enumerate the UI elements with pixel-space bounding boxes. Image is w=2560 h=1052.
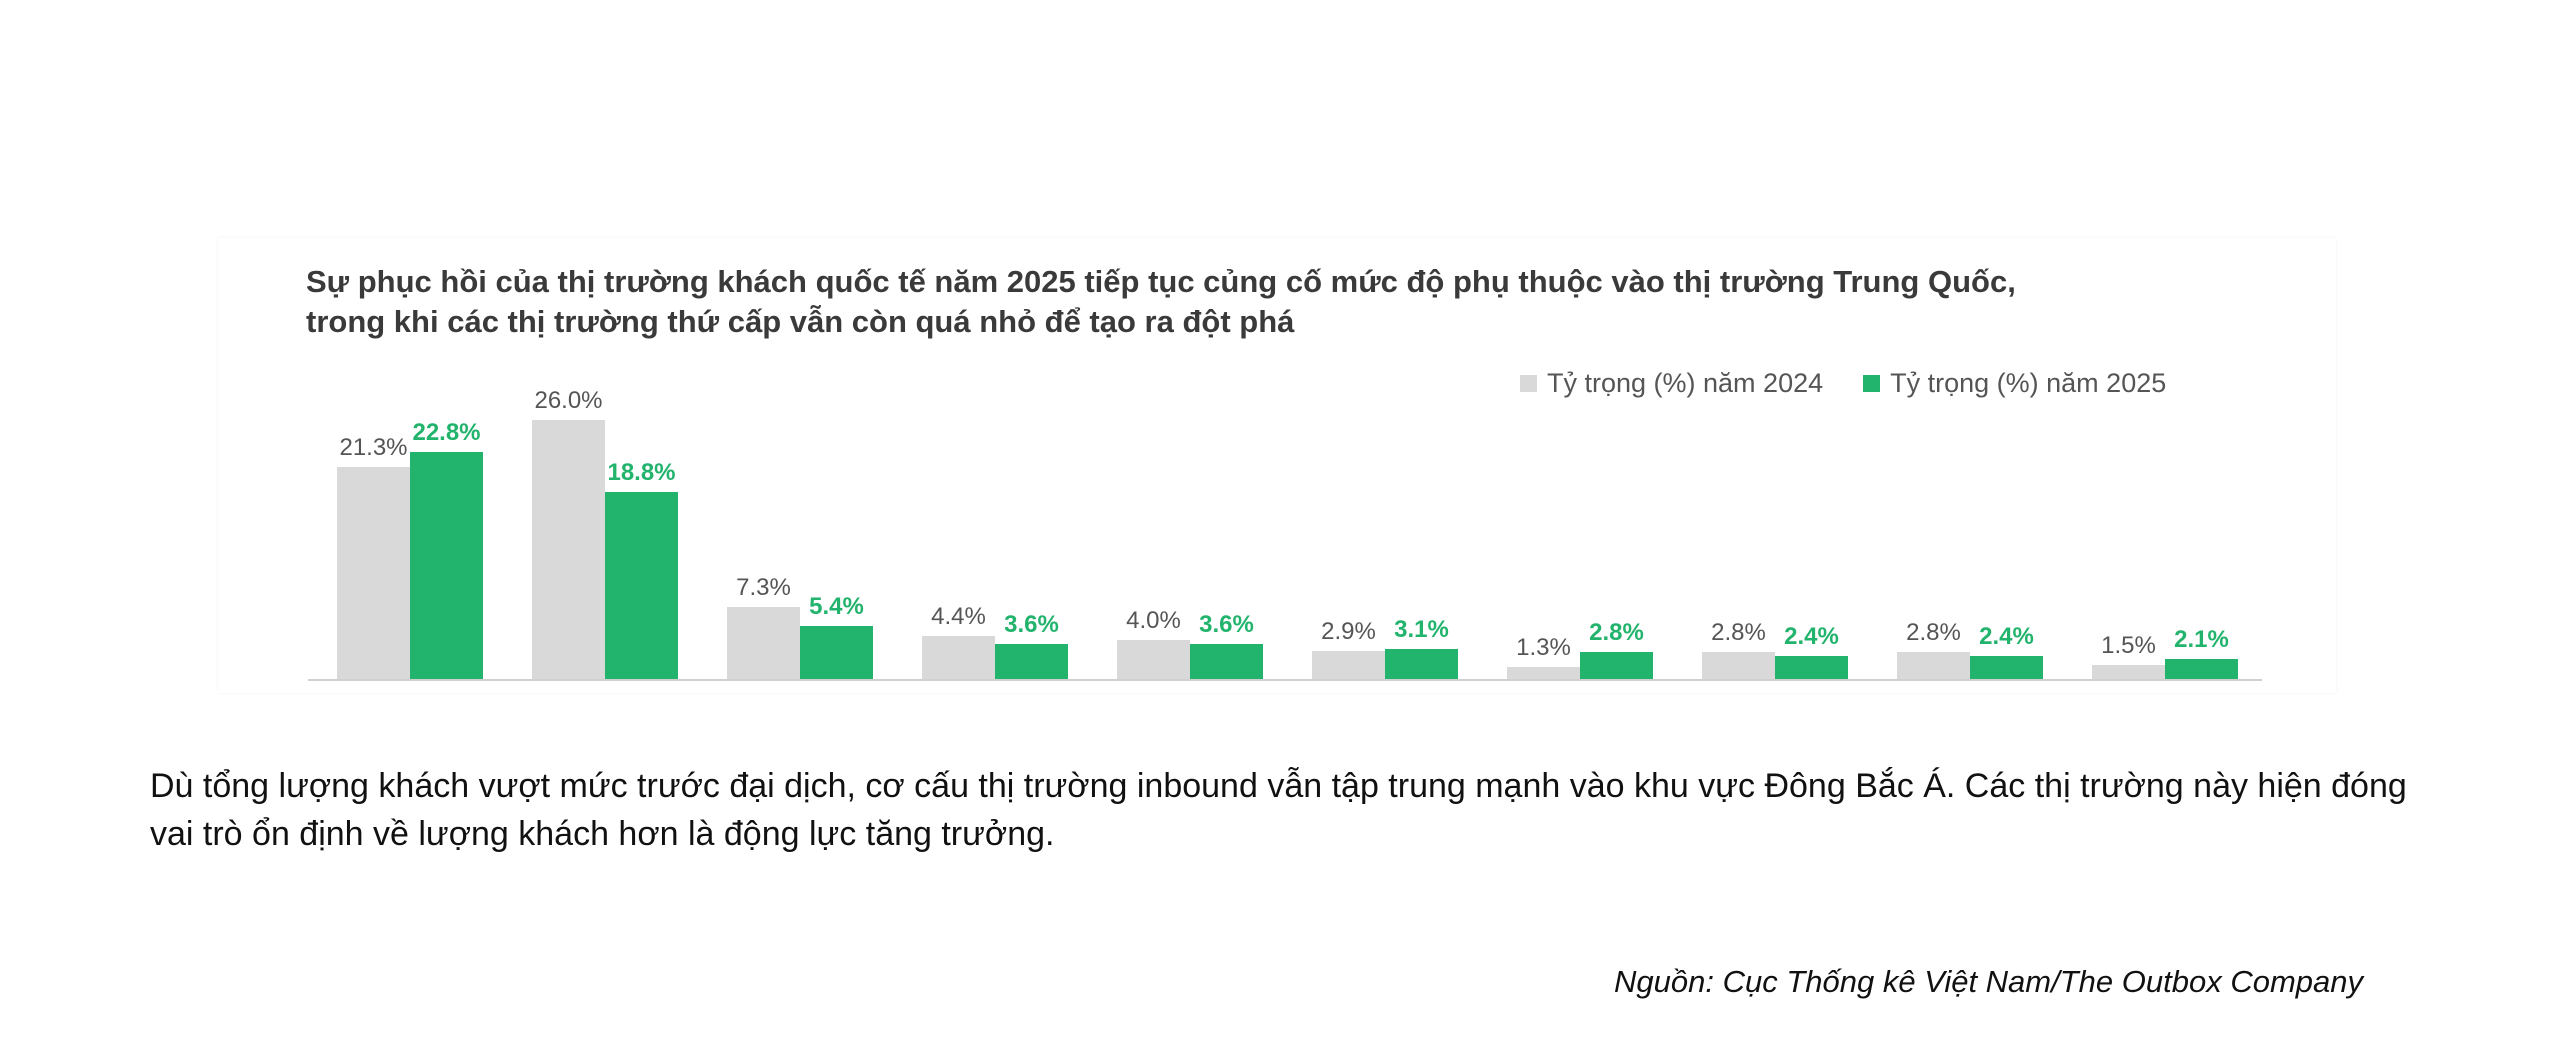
- data-label-series1-item6: 2.8%: [1589, 619, 1644, 646]
- bar-series0-item5: [1312, 651, 1385, 680]
- data-label-series1-item1: 18.8%: [607, 459, 675, 486]
- legend-swatch-2025: [1863, 374, 1881, 392]
- bar-series1-item3: [995, 644, 1068, 680]
- bar-series1-item5: [1385, 649, 1458, 680]
- data-label-series0-item7: 2.8%: [1711, 619, 1766, 646]
- bar-series1-item0: [410, 452, 483, 680]
- bar-series1-item8: [1970, 656, 2043, 680]
- bar-series1-item1: [605, 492, 678, 680]
- bar-series0-item1: [532, 420, 605, 680]
- data-label-series1-item3: 3.6%: [1004, 611, 1059, 638]
- data-label-series0-item9: 1.5%: [2101, 632, 2156, 659]
- chart-legend: Tỷ trọng (%) năm 2024 Tỷ trọng (%) năm 2…: [1520, 365, 2166, 401]
- bar-series0-item3: [922, 636, 995, 680]
- bar-series0-item6: [1507, 667, 1580, 680]
- bar-series1-item2: [800, 626, 873, 680]
- bar-series0-item7: [1702, 652, 1775, 680]
- data-label-series0-item1: 26.0%: [534, 387, 602, 414]
- bar-series0-item2: [727, 607, 800, 680]
- body-paragraph: Dù tổng lượng khách vượt mức trước đại d…: [150, 767, 2407, 853]
- bar-series0-item9: [2092, 665, 2165, 680]
- bar-series1-item7: [1775, 656, 1848, 680]
- legend-item-2025: Tỷ trọng (%) năm 2025: [1863, 368, 2166, 399]
- data-label-series1-item2: 5.4%: [809, 593, 864, 620]
- data-label-series1-item4: 3.6%: [1199, 611, 1254, 638]
- legend-swatch-2024: [1520, 374, 1537, 392]
- bar-series1-item4: [1190, 644, 1263, 680]
- legend-item-2024: Tỷ trọng (%) năm 2024: [1520, 368, 1823, 399]
- chart-title: Sự phục hồi của thị trường khách quốc tế…: [306, 264, 2016, 339]
- data-label-series1-item7: 2.4%: [1784, 623, 1839, 650]
- data-label-series1-item9: 2.1%: [2174, 626, 2229, 653]
- data-label-series0-item8: 2.8%: [1906, 619, 1961, 646]
- bar-series0-item4: [1117, 640, 1190, 680]
- source-note: Nguồn: Cục Thống kê Việt Nam/The Outbox …: [1614, 964, 2363, 999]
- data-label-series0-item2: 7.3%: [736, 574, 791, 601]
- data-label-series0-item3: 4.4%: [931, 603, 986, 630]
- data-label-series1-item8: 2.4%: [1979, 623, 2034, 650]
- bar-series1-item6: [1580, 652, 1653, 680]
- data-label-series0-item6: 1.3%: [1516, 634, 1571, 661]
- bar-series0-item8: [1897, 652, 1970, 680]
- data-label-series1-item0: 22.8%: [412, 419, 480, 446]
- data-label-series1-item5: 3.1%: [1394, 616, 1449, 643]
- data-label-series0-item0: 21.3%: [339, 434, 407, 461]
- data-label-series0-item5: 2.9%: [1321, 618, 1376, 645]
- bar-series0-item0: [337, 467, 410, 680]
- data-label-series0-item4: 4.0%: [1126, 607, 1181, 634]
- legend-label-2024: Tỷ trọng (%) năm 2024: [1547, 367, 1824, 398]
- legend-label-2025: Tỷ trọng (%) năm 2025: [1890, 367, 2167, 398]
- bar-series1-item9: [2165, 659, 2238, 680]
